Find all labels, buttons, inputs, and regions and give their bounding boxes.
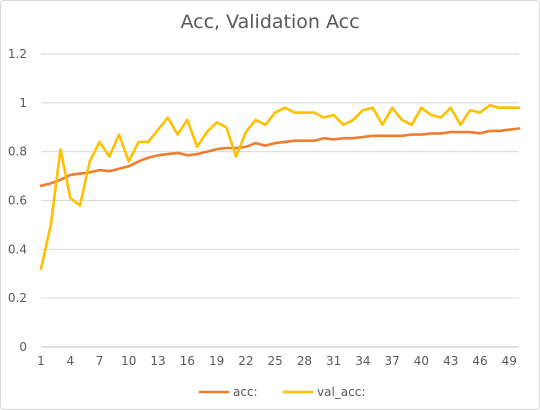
y-tick-label: 0 [19, 340, 27, 354]
x-tick-label: 13 [150, 354, 165, 368]
y-tick-label: 0.2 [8, 291, 27, 305]
y-tick-label: 0.6 [8, 194, 27, 208]
series-line-acc [39, 127, 521, 188]
x-tick-label: 25 [267, 354, 282, 368]
x-tick-label: 16 [180, 354, 195, 368]
x-tick-label: 46 [472, 354, 487, 368]
x-tick-label: 34 [355, 354, 370, 368]
y-tick-label: 0.8 [8, 145, 27, 159]
y-axis-tick-labels: 0 0.2 0.4 0.6 0.8 1 1.2 [8, 47, 27, 354]
y-tick-label: 1 [19, 96, 27, 110]
x-axis-tick-labels: 1 4 7 10 13 16 19 22 25 28 31 34 37 40 43 46 49 [37, 354, 517, 368]
x-tick-label: 37 [385, 354, 400, 368]
legend-label-val-acc: val_acc: [317, 385, 365, 399]
x-tick-label: 7 [96, 354, 104, 368]
x-tick-label: 49 [502, 354, 517, 368]
x-tick-label: 43 [443, 354, 458, 368]
legend-label-acc: acc: [233, 385, 258, 399]
x-tick-label: 1 [37, 354, 45, 368]
gridlines [41, 53, 519, 299]
legend: acc: val_acc: [198, 385, 365, 399]
x-tick-label: 31 [326, 354, 341, 368]
x-tick-label: 28 [297, 354, 312, 368]
x-tick-label: 19 [209, 354, 224, 368]
x-tick-label: 22 [238, 354, 253, 368]
series-line-val-acc [39, 104, 521, 271]
x-tick-label: 40 [414, 354, 429, 368]
x-tick-label: 10 [121, 354, 136, 368]
chart-title: Acc, Validation Acc [180, 11, 359, 33]
x-tick-label: 4 [66, 354, 74, 368]
y-tick-label: 0.4 [8, 242, 27, 256]
series-lines [39, 104, 521, 271]
y-tick-label: 1.2 [8, 47, 27, 61]
